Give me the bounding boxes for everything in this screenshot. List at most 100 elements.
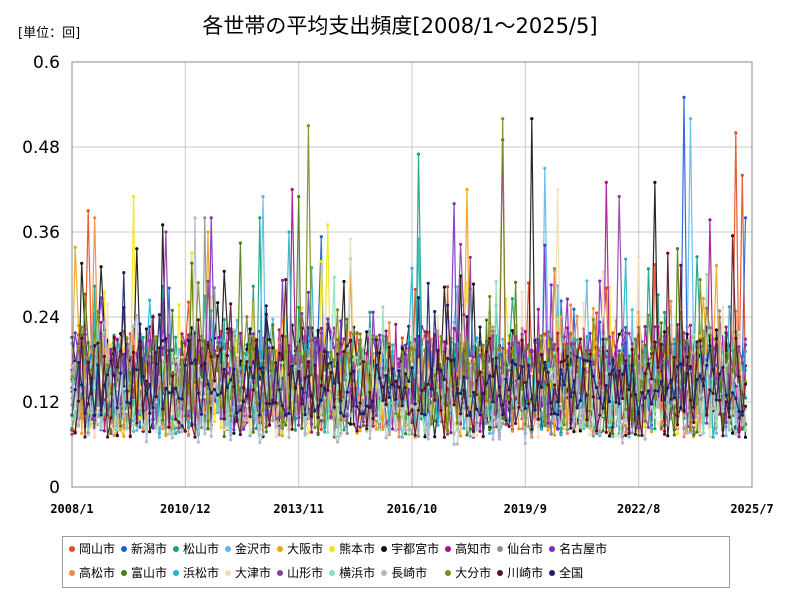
data-point: [141, 345, 145, 349]
data-point: [682, 341, 686, 345]
data-point: [488, 428, 492, 432]
data-point: [624, 359, 628, 363]
data-point: [306, 124, 310, 128]
data-point: [93, 386, 97, 390]
data-point: [614, 412, 618, 416]
data-point: [656, 422, 660, 426]
data-point: [222, 269, 226, 273]
data-point: [258, 366, 262, 371]
data-point: [358, 425, 362, 429]
data-point: [358, 332, 362, 336]
data-point: [523, 441, 527, 445]
data-point: [468, 394, 472, 398]
data-point: [170, 412, 174, 416]
data-point: [514, 280, 518, 284]
data-point: [203, 216, 207, 220]
data-point: [381, 398, 385, 402]
data-point: [80, 383, 84, 387]
data-point: [591, 395, 595, 399]
data-point: [319, 331, 323, 335]
data-point: [471, 390, 476, 395]
data-point: [556, 372, 560, 376]
data-point: [329, 350, 333, 354]
data-point: [371, 310, 375, 314]
data-point: [161, 356, 165, 360]
data-point: [300, 426, 304, 430]
data-point: [517, 341, 521, 345]
data-point: [267, 423, 272, 427]
data-point: [106, 363, 110, 367]
data-point: [374, 335, 378, 339]
data-point: [604, 286, 608, 290]
data-point: [595, 385, 599, 390]
data-point: [669, 299, 673, 303]
data-point: [76, 399, 81, 403]
data-point: [549, 377, 553, 381]
data-point: [387, 342, 391, 346]
data-point: [637, 410, 641, 414]
data-point: [378, 376, 382, 381]
data-point: [598, 396, 602, 400]
legend-label: 高知市: [455, 542, 492, 556]
data-point: [128, 356, 132, 360]
legend-item: 川崎市: [497, 564, 543, 581]
data-point: [86, 341, 90, 345]
data-point: [488, 403, 492, 407]
data-point: [332, 432, 336, 436]
data-point: [494, 280, 498, 284]
data-point: [251, 332, 255, 336]
data-point: [161, 407, 165, 411]
data-point: [491, 325, 495, 329]
data-point: [646, 313, 651, 317]
data-point: [368, 327, 372, 331]
data-point: [743, 337, 748, 341]
data-point: [446, 432, 450, 436]
data-point: [119, 371, 123, 375]
data-point: [251, 376, 255, 380]
data-point: [99, 358, 103, 362]
data-point: [76, 361, 81, 365]
data-point: [371, 399, 375, 403]
legend-label: 川崎市: [507, 566, 544, 580]
data-point: [384, 436, 388, 440]
data-point: [484, 318, 489, 322]
axes: 0 0.12 0.24 0.36 0.48 0.6 2008/1 2010/12 2013/11…: [22, 53, 774, 516]
data-point: [595, 311, 599, 315]
data-point: [510, 297, 514, 301]
data-point: [99, 296, 103, 300]
data-point: [319, 416, 323, 420]
data-point: [562, 340, 566, 344]
data-point: [345, 317, 349, 321]
data-point: [604, 337, 608, 341]
data-point: [413, 342, 417, 346]
data-point: [326, 317, 330, 321]
data-point: [536, 380, 540, 384]
data-point: [167, 391, 171, 395]
data-point: [193, 435, 197, 439]
data-point: [144, 392, 149, 396]
data-point: [238, 408, 242, 412]
data-point: [721, 405, 725, 409]
data-point: [666, 434, 670, 438]
data-point: [607, 400, 612, 404]
data-point: [549, 337, 553, 341]
data-point: [280, 278, 285, 282]
data-point: [83, 361, 87, 365]
data-point: [724, 363, 728, 368]
data-point: [348, 237, 353, 241]
data-point: [552, 367, 557, 371]
data-point: [705, 413, 709, 417]
data-point: [222, 425, 226, 429]
data-point: [348, 413, 353, 417]
data-point: [170, 390, 174, 394]
data-point: [293, 364, 297, 369]
legend-marker-icon: [497, 569, 504, 576]
data-point: [743, 216, 748, 220]
data-point: [549, 350, 553, 354]
data-point: [203, 432, 207, 436]
data-point: [640, 379, 644, 384]
data-point: [471, 429, 476, 433]
data-point: [119, 402, 123, 406]
data-point: [653, 340, 657, 344]
data-point: [410, 266, 414, 270]
